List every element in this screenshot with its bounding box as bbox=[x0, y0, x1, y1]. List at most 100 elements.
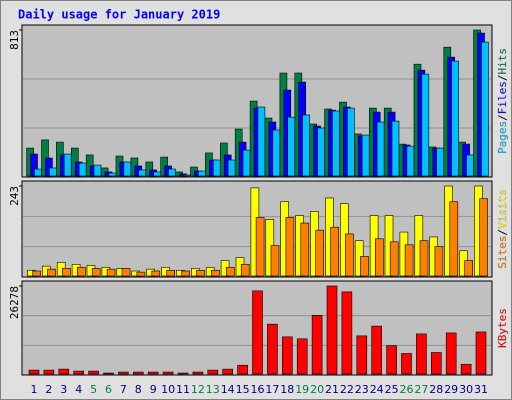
x-tick-label: 13 bbox=[206, 383, 220, 396]
x-tick-label: 17 bbox=[265, 383, 279, 396]
bar bbox=[136, 271, 146, 277]
bar bbox=[252, 290, 263, 375]
bar bbox=[91, 268, 101, 277]
x-tick-label: 24 bbox=[370, 383, 384, 396]
x-tick-label: 31 bbox=[474, 383, 488, 396]
bar bbox=[240, 263, 250, 277]
legend: Sites/Visits bbox=[496, 189, 509, 269]
bar bbox=[34, 168, 42, 177]
bar bbox=[430, 352, 442, 375]
bar bbox=[445, 332, 457, 375]
bar bbox=[28, 369, 40, 375]
x-tick-label: 10 bbox=[161, 383, 175, 396]
bar bbox=[106, 268, 116, 277]
x-tick-label: 28 bbox=[429, 383, 443, 396]
x-tick-label: 14 bbox=[221, 383, 235, 396]
bar bbox=[267, 323, 278, 375]
bar bbox=[192, 371, 204, 375]
bar bbox=[63, 153, 72, 177]
x-tick-label: 16 bbox=[251, 383, 265, 396]
bar bbox=[48, 167, 57, 177]
bar bbox=[183, 174, 191, 177]
bar bbox=[177, 372, 189, 375]
x-tick-label: 9 bbox=[150, 383, 157, 396]
bar bbox=[77, 266, 86, 277]
bar bbox=[207, 369, 219, 375]
bar bbox=[315, 229, 325, 277]
bar bbox=[406, 145, 415, 177]
bar bbox=[58, 368, 70, 375]
x-tick-label: 21 bbox=[325, 383, 339, 396]
bar bbox=[108, 172, 117, 177]
bar bbox=[404, 244, 414, 277]
x-tick-label: 26 bbox=[400, 383, 414, 396]
legend-separator: / bbox=[496, 229, 509, 236]
x-tick-label: 27 bbox=[414, 383, 428, 396]
bar bbox=[133, 371, 144, 375]
x-tick-label: 3 bbox=[60, 383, 67, 396]
x-tick-label: 7 bbox=[120, 383, 127, 396]
bar bbox=[285, 217, 295, 277]
x-tick-label: 4 bbox=[75, 383, 82, 396]
bar bbox=[73, 370, 84, 375]
bar bbox=[389, 241, 399, 277]
x-tick-label: 25 bbox=[385, 383, 399, 396]
bar bbox=[360, 256, 369, 277]
bar bbox=[226, 266, 235, 277]
bar bbox=[419, 240, 429, 277]
x-tick-label: 22 bbox=[340, 383, 354, 396]
legend-entry: Visits bbox=[496, 189, 509, 229]
legend-entry: Hits bbox=[496, 48, 509, 75]
x-tick-label: 6 bbox=[105, 383, 112, 396]
bar bbox=[341, 291, 353, 375]
bar bbox=[311, 315, 323, 375]
bar bbox=[118, 371, 129, 375]
bar bbox=[326, 285, 338, 375]
bar bbox=[166, 269, 175, 277]
legend-entry: KBytes bbox=[496, 308, 509, 348]
bar bbox=[270, 245, 280, 277]
x-tick-label: 11 bbox=[176, 383, 190, 396]
bar bbox=[138, 169, 146, 177]
bar bbox=[466, 154, 474, 177]
bar bbox=[451, 60, 459, 177]
bar bbox=[302, 114, 310, 177]
x-tick-label: 12 bbox=[191, 383, 205, 396]
x-tick-label: 20 bbox=[310, 383, 324, 396]
bar bbox=[78, 162, 87, 177]
bar bbox=[198, 170, 206, 177]
bar bbox=[479, 198, 488, 277]
bar bbox=[449, 201, 459, 277]
bar bbox=[93, 164, 102, 177]
bar bbox=[361, 134, 370, 177]
bar bbox=[481, 41, 489, 177]
bar bbox=[47, 268, 56, 277]
bar bbox=[464, 260, 474, 277]
legend: Pages/Files/Hits bbox=[496, 48, 509, 154]
bar bbox=[416, 333, 427, 375]
bar bbox=[272, 129, 281, 177]
bar bbox=[401, 353, 412, 375]
bar bbox=[121, 268, 131, 277]
bar bbox=[147, 371, 159, 375]
x-tick-label: 19 bbox=[295, 383, 309, 396]
bar bbox=[300, 222, 310, 277]
bar bbox=[281, 336, 293, 375]
bar bbox=[376, 121, 385, 177]
x-tick-label: 29 bbox=[444, 383, 458, 396]
y-tick-label: 26278 bbox=[8, 286, 21, 319]
bar bbox=[460, 363, 472, 375]
x-tick-label: 15 bbox=[236, 383, 250, 396]
bar bbox=[475, 331, 487, 375]
bar bbox=[296, 338, 308, 375]
bar bbox=[356, 335, 368, 375]
bar bbox=[242, 149, 251, 177]
legend: KBytes bbox=[496, 308, 509, 348]
bar bbox=[257, 106, 266, 177]
chart-title: Daily usage for January 2019 bbox=[18, 8, 220, 22]
x-tick-label: 1 bbox=[31, 383, 38, 396]
bar bbox=[181, 270, 190, 277]
bar bbox=[32, 270, 41, 277]
bar bbox=[287, 116, 296, 177]
